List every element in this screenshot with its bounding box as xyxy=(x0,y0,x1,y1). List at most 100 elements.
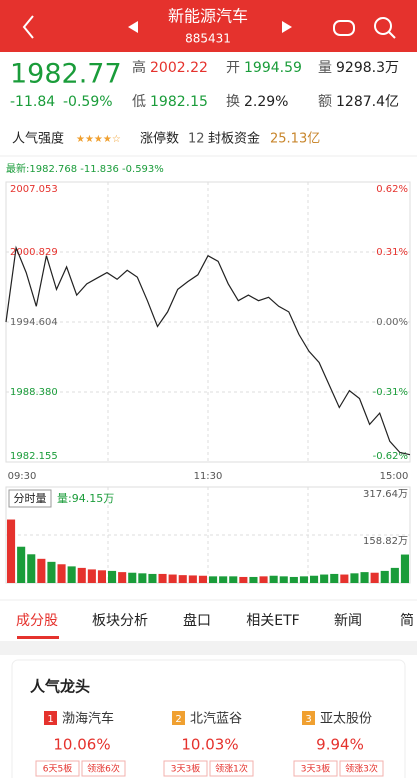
tab[interactable]: 成分股 xyxy=(16,613,58,629)
field-value: 9298.3万 xyxy=(336,60,399,76)
rank-badge xyxy=(302,711,315,725)
tab[interactable]: 盘口 xyxy=(183,612,211,629)
volume-bar xyxy=(77,567,86,583)
limit-up: 12 xyxy=(188,132,205,147)
rank: 1 xyxy=(47,714,53,725)
volume-bar xyxy=(118,572,127,583)
stock-name[interactable]: 渤海汽车 xyxy=(62,711,114,727)
volume-bar xyxy=(128,572,137,583)
change-pct: -0.59% xyxy=(63,94,113,110)
header-title: 新能源汽车 xyxy=(168,7,248,26)
volume-bar xyxy=(229,576,238,583)
field-label: 换 xyxy=(226,93,240,110)
tag-box xyxy=(81,760,126,777)
volume-bar xyxy=(47,561,56,583)
y2-tick-label: -0.31% xyxy=(373,387,408,398)
gap xyxy=(0,641,417,655)
volume-bar xyxy=(299,576,308,583)
volume-bar xyxy=(219,576,228,583)
volume-bar xyxy=(380,570,389,583)
volume-bar xyxy=(360,572,369,583)
y-tick-label: 2007.053 xyxy=(10,184,58,195)
robot-icon[interactable] xyxy=(333,20,355,36)
stock-pct: 10.03% xyxy=(181,736,238,754)
y-tick-label: 1982.155 xyxy=(10,451,58,462)
rank-badge xyxy=(44,711,57,725)
stock-name[interactable]: 亚太股份 xyxy=(320,712,372,727)
tab[interactable]: 新闻 xyxy=(334,613,362,629)
volume-bar xyxy=(37,558,46,583)
stock-name[interactable]: 北汽蓝谷 xyxy=(190,712,242,727)
volume-title: 分时量 xyxy=(14,492,47,505)
volume-bar xyxy=(330,573,339,583)
volume-bar xyxy=(67,566,76,583)
leaders-title: 人气龙头 xyxy=(30,678,90,696)
price-line xyxy=(5,245,411,456)
y-tick-label: 317.64万 xyxy=(363,489,408,500)
next-button[interactable] xyxy=(282,21,292,33)
volume-title-box[interactable] xyxy=(8,489,52,508)
leaders-card xyxy=(11,659,406,778)
tag-box xyxy=(163,760,208,777)
x-tick-label: 09:30 xyxy=(8,471,37,482)
volume-bar xyxy=(57,564,66,583)
volume-bar xyxy=(320,574,329,583)
field-label: 额 xyxy=(318,94,332,110)
tab[interactable]: 简 xyxy=(400,612,414,629)
tag-box xyxy=(209,760,254,777)
field-label: 开 xyxy=(226,60,240,76)
y-tick-label: 1994.604 xyxy=(10,317,58,328)
tab[interactable]: 相关ETF xyxy=(246,613,299,629)
y2-tick-label: -0.62% xyxy=(373,451,408,462)
volume-bar xyxy=(97,570,106,583)
volume-bar xyxy=(289,576,298,583)
tag-box xyxy=(339,760,384,777)
tab[interactable]: 板块分析 xyxy=(92,613,148,629)
y-tick-label: 1988.380 xyxy=(10,387,58,398)
tag: 领涨6次 xyxy=(87,763,120,775)
search-icon-handle xyxy=(388,31,396,39)
stock-pct: 10.06% xyxy=(53,736,110,754)
volume-bar xyxy=(87,569,96,583)
volume-bar xyxy=(158,573,167,583)
back-button[interactable] xyxy=(22,15,34,39)
prev-button[interactable] xyxy=(128,21,138,33)
tag: 3天3板 xyxy=(171,763,200,775)
field-value: 1994.59 xyxy=(244,60,302,76)
volume-bar xyxy=(390,567,399,583)
field-value: 1982.15 xyxy=(150,94,208,110)
volume-bar xyxy=(178,575,187,583)
x-tick-label: 15:00 xyxy=(380,471,409,482)
volume-bar xyxy=(310,575,319,583)
rank: 3 xyxy=(305,714,311,725)
volume-bar xyxy=(209,576,218,583)
change: -11.84 xyxy=(10,94,55,110)
y-tick-label: 2000.829 xyxy=(10,247,58,258)
field-label: 低 xyxy=(132,94,146,110)
sealed-label: 封板资金 xyxy=(208,131,260,147)
stars: ★★★★☆ xyxy=(76,134,121,145)
tag: 领涨3次 xyxy=(345,763,378,775)
field-label: 量 xyxy=(318,60,332,76)
volume-bar xyxy=(27,554,36,583)
search-icon[interactable] xyxy=(374,17,392,35)
rank-badge xyxy=(172,711,185,725)
volume-bar xyxy=(370,572,379,583)
stock-pct: 9.94% xyxy=(316,736,364,754)
volume-bar xyxy=(269,575,278,583)
volume-bar xyxy=(279,576,288,583)
tag: 领涨1次 xyxy=(215,763,248,775)
rank: 2 xyxy=(175,714,181,725)
volume-bar xyxy=(259,576,268,583)
header-bar xyxy=(0,0,417,52)
field-value: 1287.4亿 xyxy=(336,94,399,110)
sealed: 25.13亿 xyxy=(270,132,320,147)
volume-bar xyxy=(400,554,409,583)
popularity-label: 人气强度 xyxy=(12,131,64,147)
volume-subtitle: 量:94.15万 xyxy=(57,492,114,505)
limit-up-label: 涨停数 xyxy=(140,131,179,147)
tag: 3天3板 xyxy=(301,763,330,775)
y2-tick-label: 0.31% xyxy=(376,247,408,258)
field-label: 高 xyxy=(132,59,146,76)
price: 1982.77 xyxy=(10,59,122,90)
